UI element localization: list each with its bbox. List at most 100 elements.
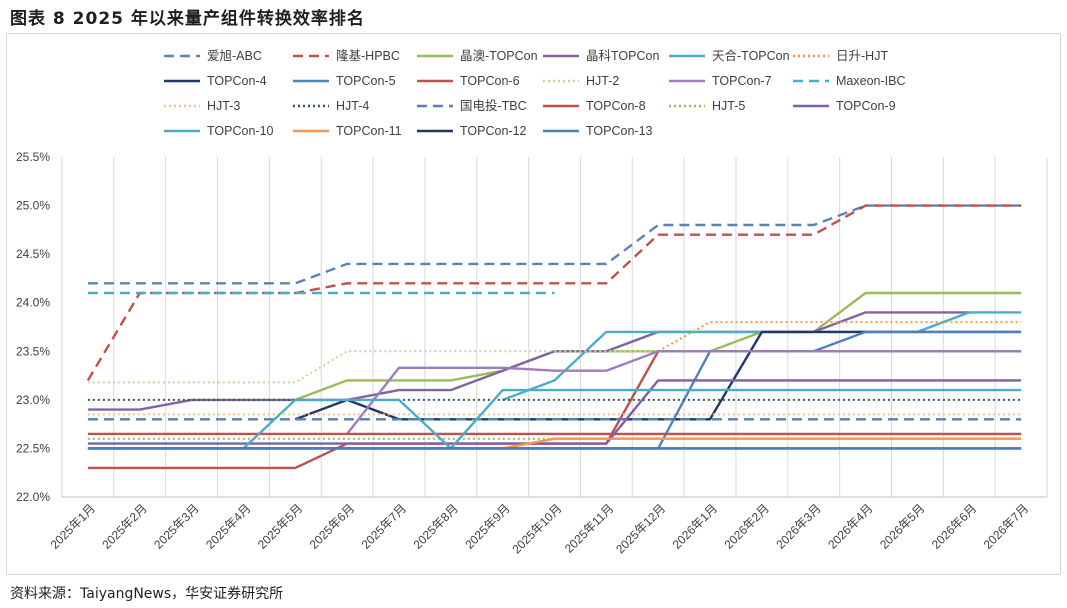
x-tick-label: 2025年11月: [562, 501, 617, 556]
data-point: [346, 438, 348, 440]
data-point: [864, 389, 866, 391]
data-point: [761, 389, 763, 391]
data-point: [398, 438, 400, 440]
data-point: [709, 413, 711, 415]
data-point: [1020, 433, 1022, 435]
data-point: [190, 418, 192, 420]
data-point: [553, 442, 555, 444]
data-point: [450, 282, 452, 284]
x-tick-label: 2026年6月: [929, 501, 979, 551]
data-point: [761, 418, 763, 420]
data-point: [450, 418, 452, 420]
figure-title: 图表 8 2025 年以来量产组件转换效率排名: [10, 9, 365, 29]
data-point: [968, 311, 970, 313]
data-point: [916, 311, 918, 313]
data-point: [139, 282, 141, 284]
data-point: [657, 433, 659, 435]
data-point: [1020, 331, 1022, 333]
data-point: [501, 442, 503, 444]
data-point: [553, 418, 555, 420]
data-point: [87, 399, 89, 401]
series-line: [294, 291, 1022, 402]
data-point: [501, 370, 503, 372]
data-point: [813, 447, 815, 449]
data-point: [398, 399, 400, 401]
data-point: [657, 224, 659, 226]
data-point: [968, 413, 970, 415]
x-tick-label: 2025年7月: [359, 501, 409, 551]
legend-label: HJT-4: [336, 99, 369, 113]
data-point: [190, 292, 192, 294]
data-point: [813, 234, 815, 236]
data-point: [605, 389, 607, 391]
series-lines: [86, 204, 1022, 470]
data-point: [87, 292, 89, 294]
data-point: [657, 234, 659, 236]
data-point: [761, 350, 763, 352]
data-point: [605, 433, 607, 435]
data-point: [968, 418, 970, 420]
data-point: [242, 442, 244, 444]
data-point: [190, 413, 192, 415]
data-point: [968, 350, 970, 352]
legend-label: HJT-2: [586, 74, 619, 88]
data-point: [709, 389, 711, 391]
data-point: [864, 292, 866, 294]
data-point: [346, 418, 348, 420]
data-point: [501, 418, 503, 420]
data-point: [139, 381, 141, 383]
data-point: [761, 447, 763, 449]
data-point: [139, 433, 141, 435]
data-point: [709, 433, 711, 435]
data-point: [450, 447, 452, 449]
data-point: [605, 370, 607, 372]
x-tick-label: 2025年4月: [203, 501, 253, 551]
data-point: [916, 292, 918, 294]
data-point: [605, 399, 607, 401]
data-point: [657, 379, 659, 381]
x-tick-label: 2025年2月: [99, 501, 149, 551]
data-point: [1020, 413, 1022, 415]
data-point: [501, 399, 503, 401]
data-point: [968, 447, 970, 449]
data-point: [916, 379, 918, 381]
data-point: [139, 438, 141, 440]
data-point: [1020, 204, 1022, 206]
x-tick-label: 2025年10月: [509, 501, 564, 556]
data-point: [501, 350, 503, 352]
x-tick-label: 2025年1月: [48, 501, 98, 551]
data-point: [657, 438, 659, 440]
data-point: [657, 418, 659, 420]
data-point: [450, 292, 452, 294]
data-point: [916, 399, 918, 401]
y-tick-label: 25.5%: [16, 150, 50, 164]
data-point: [398, 413, 400, 415]
data-point: [450, 379, 452, 381]
data-point: [346, 447, 348, 449]
data-point: [813, 224, 815, 226]
series-line: [346, 350, 1022, 435]
data-point: [813, 321, 815, 323]
data-point: [761, 433, 763, 435]
data-point: [346, 413, 348, 415]
data-point: [916, 413, 918, 415]
data-point: [346, 263, 348, 265]
data-point: [450, 433, 452, 435]
data-point: [294, 447, 296, 449]
data-point: [398, 263, 400, 265]
data-point: [605, 331, 607, 333]
legend-label: 天合-TOPCon: [712, 48, 790, 63]
data-point: [139, 442, 141, 444]
data-point: [294, 438, 296, 440]
data-point: [968, 204, 970, 206]
data-point: [501, 367, 503, 369]
data-point: [242, 433, 244, 435]
data-point: [553, 379, 555, 381]
data-point: [968, 433, 970, 435]
data-point: [294, 467, 296, 469]
data-point: [398, 292, 400, 294]
data-point: [968, 331, 970, 333]
data-point: [501, 389, 503, 391]
data-point: [916, 438, 918, 440]
data-point: [968, 438, 970, 440]
